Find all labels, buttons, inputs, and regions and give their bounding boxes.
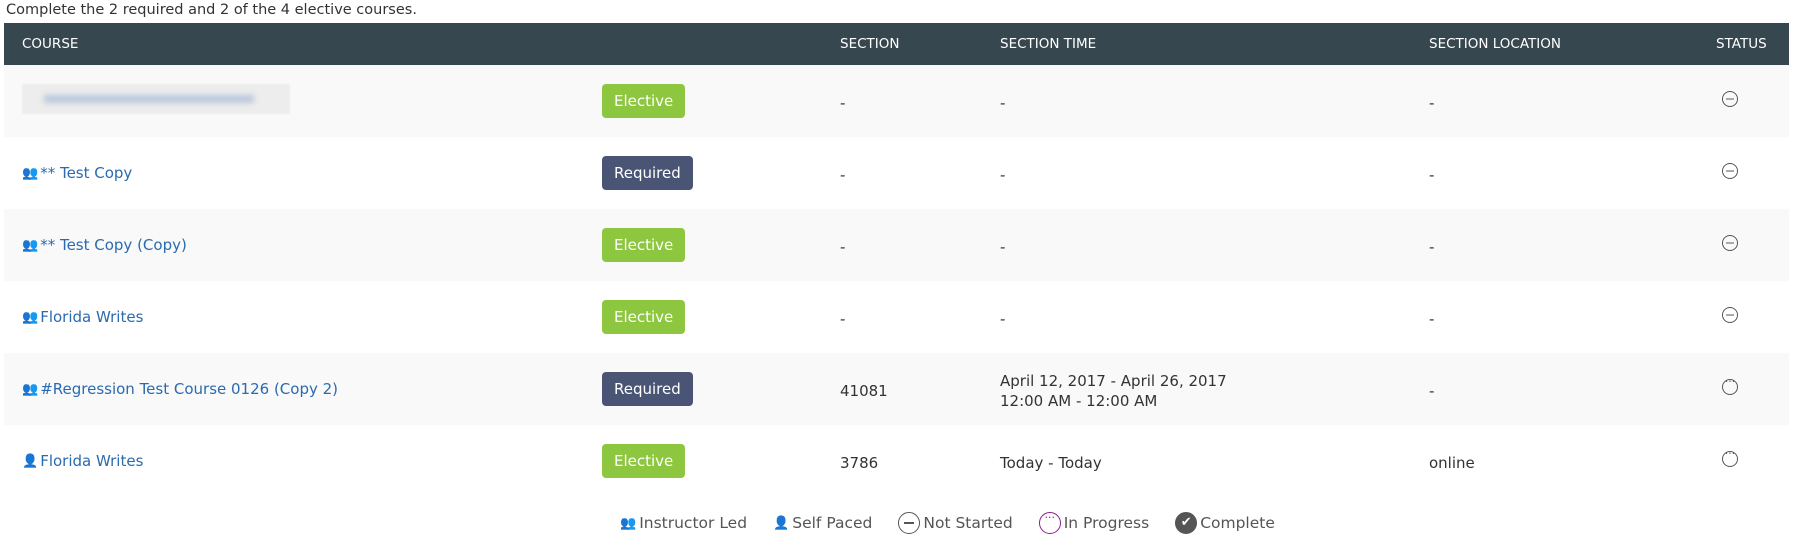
section: - xyxy=(840,94,846,112)
col-section: SECTION xyxy=(840,36,900,52)
not-started-status-icon xyxy=(1722,91,1738,107)
in-progress-icon xyxy=(1038,511,1061,534)
section-time-date: - xyxy=(1000,94,1006,112)
section-time-date: - xyxy=(1000,238,1006,256)
table-header: COURSE SECTION SECTION TIME SECTION LOCA… xyxy=(4,23,1789,65)
section: - xyxy=(840,166,846,184)
course-type-badge: Elective xyxy=(602,228,686,262)
col-status: STATUS xyxy=(1716,36,1767,52)
section-location: - xyxy=(1429,382,1435,400)
section-time-date: - xyxy=(1000,166,1006,184)
legend-self-paced: Self Paced xyxy=(792,514,873,532)
instructor-led-icon: 👥 xyxy=(22,381,39,397)
course-name: ** Test Copy xyxy=(40,164,133,182)
course-type-badge: Elective xyxy=(602,300,686,334)
section-time-date: April 12, 2017 - April 26, 2017 xyxy=(1000,372,1227,390)
section-time-date: - xyxy=(1000,310,1006,328)
section-time: - xyxy=(1000,309,1005,329)
legend-in-progress: In Progress xyxy=(1063,514,1150,532)
course-type-badge: Elective xyxy=(602,84,686,118)
table-row: 👥 Florida Writes Elective - - - xyxy=(4,281,1789,353)
self-paced-icon: 👤 xyxy=(22,453,39,469)
in-progress-status-icon xyxy=(1722,447,1738,467)
section-location: - xyxy=(1429,94,1435,112)
instructor-led-icon: 👥 xyxy=(620,515,637,531)
course-type-badge: Elective xyxy=(602,444,686,478)
section-time-hours: 12:00 AM - 12:00 AM xyxy=(1000,392,1158,410)
legend-not-started: Not Started xyxy=(923,514,1013,532)
course-name: ** Test Copy (Copy) xyxy=(40,236,187,254)
col-section-time: SECTION TIME xyxy=(1000,36,1097,52)
table-row: 👤 Florida Writes Elective 3786 Today - To… xyxy=(4,425,1789,497)
self-paced-icon: 👤 xyxy=(773,515,790,531)
course-link[interactable]: 👥 ** Test Copy xyxy=(22,164,132,182)
section: 41081 xyxy=(840,382,888,400)
course-link[interactable]: 👤 Florida Writes xyxy=(22,452,143,470)
section-time: Today - Today xyxy=(1000,453,1102,473)
complete-icon: ✔ xyxy=(1175,512,1198,534)
instructions: Complete the 2 required and 2 of the 4 e… xyxy=(6,2,417,18)
course-link[interactable]: 👥 ** Test Copy (Copy) xyxy=(22,236,187,254)
section-location: online xyxy=(1429,454,1475,472)
legend-complete: Complete xyxy=(1200,514,1275,532)
col-course: COURSE xyxy=(22,36,79,52)
redacted-course-link[interactable] xyxy=(22,84,290,114)
course-link[interactable]: 👥 Florida Writes xyxy=(22,308,143,326)
section-location: - xyxy=(1429,238,1435,256)
section-time: - xyxy=(1000,93,1005,113)
section-time: April 12, 2017 - April 26, 2017 12:00 AM … xyxy=(1000,371,1227,411)
section: - xyxy=(840,310,846,328)
section: 3786 xyxy=(840,454,879,472)
table-row: 👥 #Regression Test Course 0126 (Copy 2) R… xyxy=(4,353,1789,425)
course-link[interactable]: 👥 #Regression Test Course 0126 (Copy 2) xyxy=(22,380,338,398)
course-name: Florida Writes xyxy=(40,452,144,470)
section-location: - xyxy=(1429,166,1435,184)
section-time: - xyxy=(1000,165,1005,185)
legend-instructor-led: Instructor Led xyxy=(639,514,748,532)
in-progress-status-icon xyxy=(1722,375,1738,395)
instructor-led-icon: 👥 xyxy=(22,309,39,325)
course-name: #Regression Test Course 0126 (Copy 2) xyxy=(40,380,339,398)
not-started-status-icon xyxy=(1722,163,1738,179)
instructor-led-icon: 👥 xyxy=(22,237,39,253)
instructor-led-icon: 👥 xyxy=(22,165,39,181)
course-table: COURSE SECTION SECTION TIME SECTION LOCA… xyxy=(4,23,1789,497)
table-row: 👥 ** Test Copy Required - - - xyxy=(4,137,1789,209)
section: - xyxy=(840,238,846,256)
legend: 👥 Instructor Led 👤 Self Paced Not Started … xyxy=(620,511,1275,534)
table-row: 👥 ** Test Copy (Copy) Elective - - - xyxy=(4,209,1789,281)
section-time-date: Today - Today xyxy=(1000,454,1102,472)
not-started-status-icon xyxy=(1722,235,1738,251)
section-location: - xyxy=(1429,310,1435,328)
not-started-icon xyxy=(898,512,921,534)
col-section-location: SECTION LOCATION xyxy=(1429,36,1562,52)
course-name: Florida Writes xyxy=(40,308,144,326)
course-type-badge: Required xyxy=(602,156,693,190)
section-time: - xyxy=(1000,237,1005,257)
table-row: Elective - - - xyxy=(4,65,1789,137)
not-started-status-icon xyxy=(1722,307,1738,323)
course-type-badge: Required xyxy=(602,372,693,406)
